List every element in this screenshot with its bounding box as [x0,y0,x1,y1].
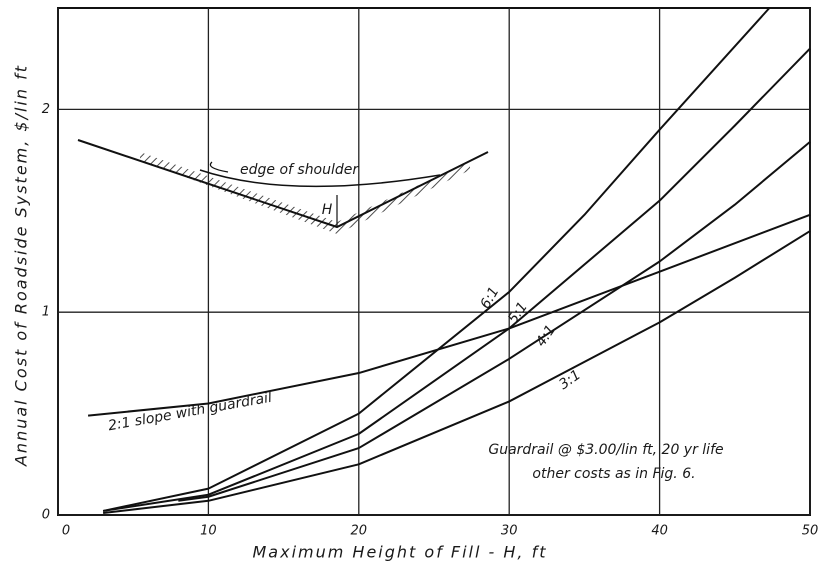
series-label: 3:1 [556,367,584,393]
y-axis-title: Annual Cost of Roadside System, $/lin ft [12,64,31,467]
plot-frame [57,7,811,516]
x-tick-label: 30 [501,524,518,539]
series-line [87,213,811,417]
y-tick-label: 0 [42,508,50,523]
x-tick-label: 0 [62,524,70,539]
x-tick-label: 20 [351,524,368,539]
y-tick-label: 2 [42,102,50,117]
series-label: 6:1 [477,284,502,312]
annotation: other costs as in Fig. 6. [532,466,695,482]
x-tick-label: 50 [802,524,819,539]
series-label: 4:1 [533,322,559,350]
inset-label: edge of shoulder [240,162,359,178]
shoulder-line [199,169,441,188]
inset-diagram: edge of shoulder H [77,139,489,234]
x-axis-title: Maximum Height of Fill - H, ft [253,543,548,562]
x-tick-label: 10 [200,524,217,539]
leader [209,161,229,173]
series-line [103,230,811,514]
series-line [102,7,771,512]
inset-label: H [322,202,333,218]
x-tick-label: 40 [651,524,668,539]
annotation: Guardrail @ $3.00/lin ft, 20 yr life [488,442,723,458]
ground-line [77,139,489,229]
y-tick-label: 1 [42,305,50,320]
series-line [178,141,811,502]
